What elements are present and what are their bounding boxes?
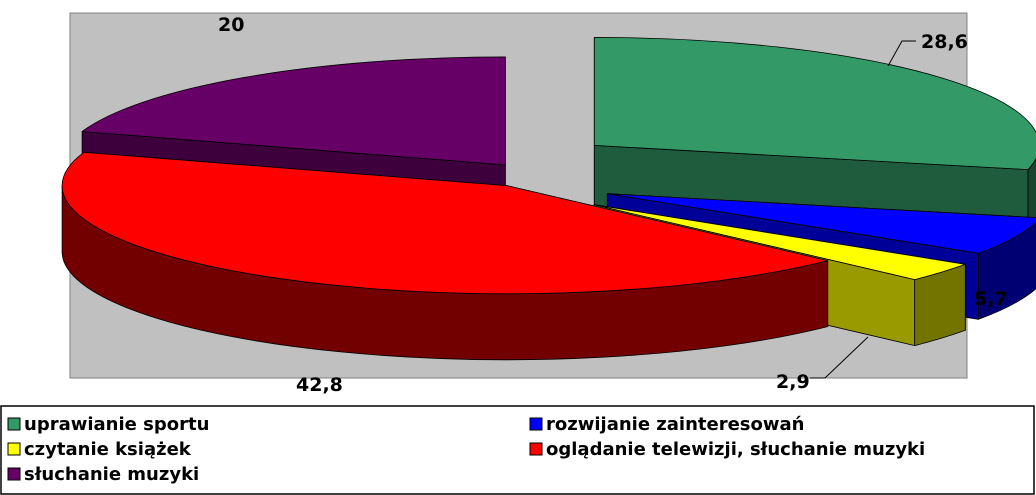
data-label-uprawianie-sportu: 28,6 <box>921 31 968 53</box>
legend-swatch-czytanie-ksiazek <box>7 442 21 456</box>
legend-label-rozwijanie-zainteresowan: rozwijanie zainteresowań <box>546 414 804 435</box>
data-label-rozwijanie-zainteresowan: 5,7 <box>974 288 1008 310</box>
legend-swatch-sluchanie-muzyki <box>7 467 21 481</box>
leader-line-czytanie-ksiazek <box>810 336 869 379</box>
legend-box <box>0 405 1035 495</box>
legend-swatch-uprawianie-sportu <box>7 417 21 431</box>
pie-slice-ogladanie-telewizji <box>61 151 829 361</box>
data-label-ogladanie-telewizji: 42,8 <box>296 374 343 396</box>
slice-top-face <box>593 37 1036 170</box>
slice-top-face <box>81 56 506 166</box>
slice-top-face <box>606 193 1036 254</box>
legend-label-ogladanie-telewizji: oglądanie telewizji, słuchanie muzyki <box>546 439 925 460</box>
legend-swatch-ogladanie-telewizji <box>529 442 543 456</box>
legend: uprawianie sportu czytanie książek słuch… <box>0 405 1035 495</box>
data-labels: 28,6 5,7 2,9 42,8 20 <box>218 14 1008 396</box>
slice-top-face <box>593 204 966 280</box>
leader-line-uprawianie-sportu <box>887 40 916 67</box>
pie-slices <box>61 37 1036 361</box>
data-label-sluchanie-muzyki: 20 <box>218 14 244 36</box>
legend-label-czytanie-ksiazek: czytanie książek <box>24 439 192 460</box>
data-label-czytanie-ksiazek: 2,9 <box>776 371 810 393</box>
legend-label-uprawianie-sportu: uprawianie sportu <box>24 414 209 435</box>
legend-label-sluchanie-muzyki: słuchanie muzyki <box>24 464 199 485</box>
slice-top-face <box>61 151 829 295</box>
legend-swatch-rozwijanie-zainteresowan <box>529 417 543 431</box>
